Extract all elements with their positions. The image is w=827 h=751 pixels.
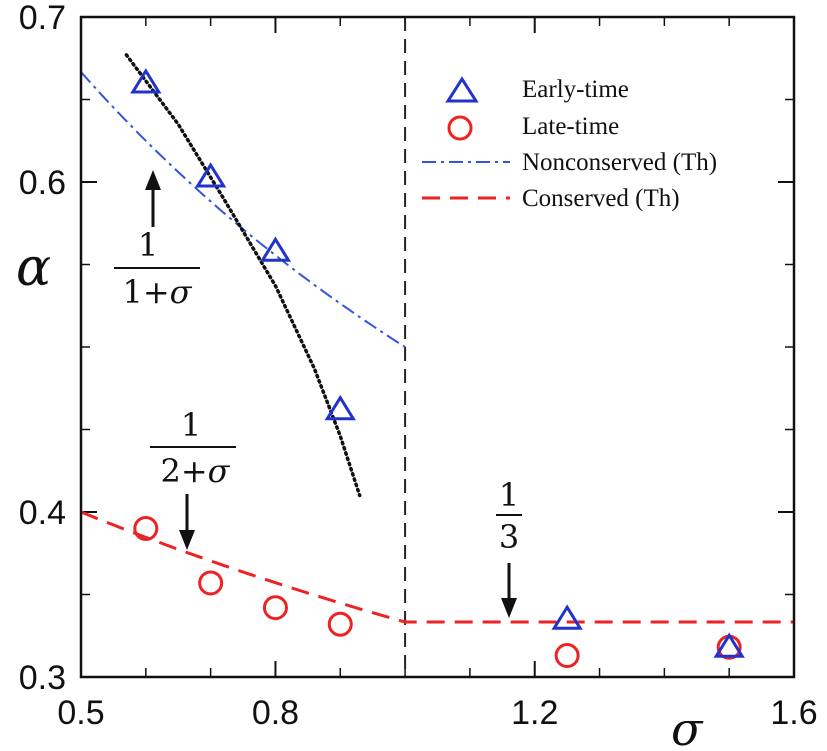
- annotation-denominator: 3: [499, 518, 519, 556]
- x-tick-label: 1.6: [770, 694, 817, 732]
- legend-circle-marker: [447, 115, 473, 141]
- annotation-one-over-two-plus-sigma: 1 2+σ: [150, 406, 236, 550]
- series-layer: [80, 17, 794, 677]
- late-time-point: [262, 595, 288, 621]
- legend: Early-time Late-time Nonconserved (Th) C…: [422, 76, 717, 212]
- early-time-point: [194, 162, 227, 188]
- early-time-point: [259, 236, 292, 262]
- late-time-point: [198, 570, 224, 596]
- plot-frame: [79, 15, 796, 679]
- early-time-point: [130, 68, 162, 94]
- annotation-arrow-head-up: [145, 170, 161, 190]
- early-time-point: [713, 632, 745, 658]
- legend-conserved: Conserved (Th): [522, 185, 680, 212]
- annotation-numerator: 1: [181, 406, 201, 444]
- annotation-numerator: 1: [499, 476, 519, 514]
- annotation-denominator: 1+σ: [122, 273, 192, 311]
- legend-early-time: Early-time: [522, 76, 629, 103]
- fit-dotted-curve: [124, 53, 362, 498]
- annotation-one-over-one-plus-sigma: 1 1+σ: [114, 170, 200, 311]
- axis-ticks: 0.5 0.8 1.2 1.6 0.3 0.4 0.6 0.7: [19, 0, 818, 732]
- annotation-one-third: 1 3: [496, 476, 522, 618]
- x-tick-label: 0.8: [252, 694, 299, 732]
- legend-triangle-marker: [445, 76, 479, 103]
- y-tick-label: 0.4: [19, 494, 66, 532]
- late-time-point: [554, 643, 580, 669]
- y-axis-label: α: [16, 238, 51, 298]
- late-time-point: [327, 611, 353, 637]
- legend-nonconserved: Nonconserved (Th): [522, 149, 717, 176]
- early-time-point: [551, 604, 583, 630]
- legend-late-time: Late-time: [522, 113, 619, 140]
- annotation-arrow-head-down: [179, 530, 195, 550]
- y-tick-label: 0.3: [19, 659, 66, 697]
- x-axis-label: σ: [671, 702, 704, 751]
- annotation-denominator: 2+σ: [160, 452, 230, 490]
- x-tick-label: 1.2: [511, 694, 558, 732]
- y-tick-label: 0.6: [19, 164, 66, 202]
- annotation-numerator: 1: [138, 226, 158, 264]
- x-tick-label: 0.5: [57, 694, 104, 732]
- y-tick-label: 0.7: [19, 0, 66, 37]
- annotation-arrow-head-down: [501, 598, 517, 618]
- late-time-point: [133, 516, 159, 541]
- early-time-point: [324, 394, 356, 421]
